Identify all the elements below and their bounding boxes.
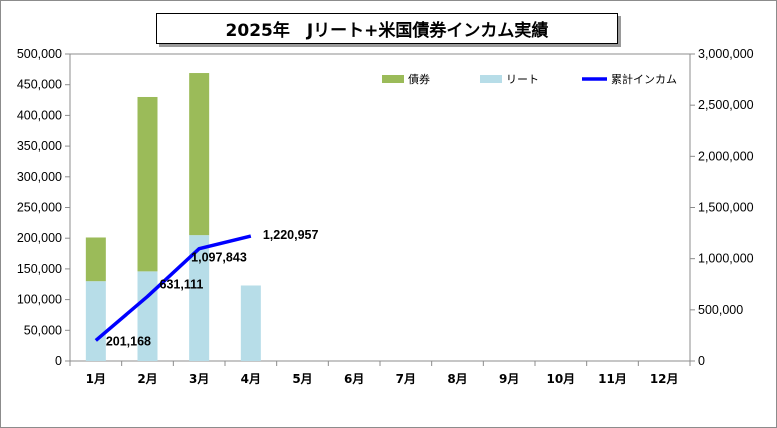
- data-label: 1,097,843: [191, 251, 247, 265]
- data-label: 201,168: [106, 334, 151, 348]
- x-tick-label: 5月: [292, 372, 312, 386]
- plot-area: [69, 53, 691, 362]
- left-tick-label: 250,000: [17, 201, 62, 215]
- legend-label-cumulative: 累計インカム: [611, 72, 677, 86]
- x-tick-label: 10月: [546, 372, 575, 386]
- bar-bond: [137, 96, 158, 272]
- data-label: 631,111: [160, 277, 204, 291]
- bar-bond: [85, 237, 106, 282]
- legend: 債券 リート 累計インカム: [382, 72, 677, 86]
- left-tick-label: 400,000: [17, 108, 62, 122]
- right-tick-label: 3,000,000: [698, 47, 754, 61]
- legend-label-bond: 債券: [408, 72, 430, 86]
- right-tick-label: 1,500,000: [698, 201, 754, 215]
- x-tick-label: 1月: [86, 372, 106, 386]
- left-tick-label: 450,000: [17, 78, 62, 92]
- legend-swatch-bond: [382, 75, 404, 83]
- right-tick-label: 0: [698, 354, 705, 368]
- bar-reit: [189, 235, 210, 361]
- x-tick-label: 12月: [650, 372, 679, 386]
- bar-reit: [240, 285, 261, 361]
- axes: 0 50,000 100,000 150,000 200,000 250,000 300,0…: [17, 47, 754, 386]
- x-tick-label: 3月: [189, 372, 209, 386]
- right-tick-label: 1,000,000: [698, 252, 754, 266]
- right-tick-label: 500,000: [698, 303, 743, 317]
- left-tick-label: 100,000: [17, 293, 62, 307]
- bar-bond: [189, 73, 210, 236]
- bar-reit: [85, 281, 106, 361]
- cumulative-line: [94, 234, 252, 342]
- x-tick-label: 6月: [344, 372, 364, 386]
- right-tick-label: 2,000,000: [698, 149, 754, 163]
- x-tick-label: 9月: [499, 372, 519, 386]
- data-label: 1,220,957: [263, 228, 319, 242]
- chart-title: 2025年 Jリート+米国債券インカム実績: [156, 13, 618, 44]
- legend-swatch-reit: [480, 75, 502, 83]
- left-tick-label: 150,000: [17, 262, 62, 276]
- chart-title-text: 2025年 Jリート+米国債券インカム実績: [225, 21, 549, 41]
- left-tick-label: 50,000: [24, 323, 62, 337]
- x-tick-label: 11月: [598, 372, 627, 386]
- left-tick-label: 300,000: [17, 170, 62, 184]
- x-tick-label: 2月: [137, 372, 157, 386]
- bars: [85, 73, 261, 361]
- left-tick-label: 200,000: [17, 231, 62, 245]
- data-labels: 201,168 631,111 1,097,843 1,220,957: [106, 228, 319, 348]
- x-tick-label: 4月: [241, 372, 261, 386]
- x-tick-label: 7月: [396, 372, 416, 386]
- left-tick-label: 0: [55, 354, 62, 368]
- left-tick-label: 350,000: [17, 139, 62, 153]
- left-tick-label: 500,000: [17, 47, 62, 61]
- legend-label-reit: リート: [506, 73, 539, 86]
- right-tick-label: 2,500,000: [698, 98, 754, 112]
- x-tick-label: 8月: [447, 372, 467, 386]
- cumulative-line-path: [94, 234, 252, 342]
